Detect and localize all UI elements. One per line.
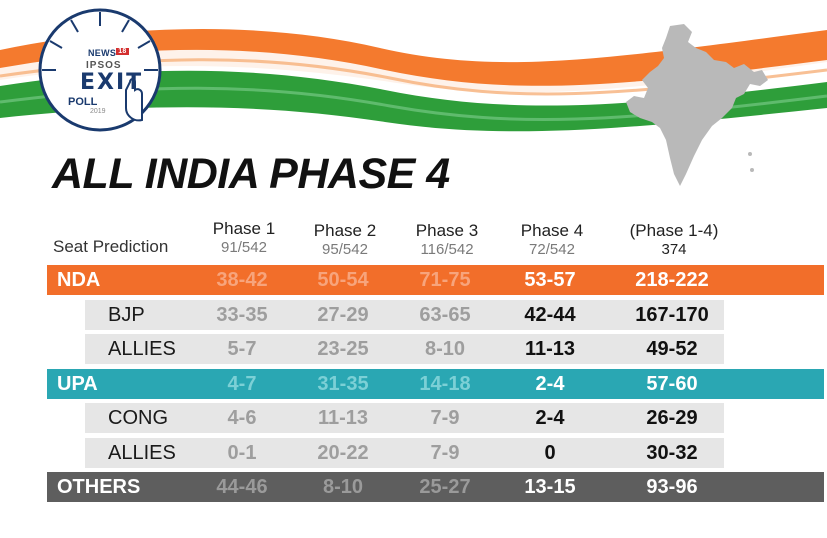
cell-phase-1: 44-46 bbox=[216, 476, 268, 498]
cell-total: 30-32 bbox=[646, 442, 698, 464]
cell-phase-1: 5-7 bbox=[227, 338, 257, 360]
cell-phase-2: 11-13 bbox=[317, 407, 369, 429]
cell-phase-2: 50-54 bbox=[317, 269, 369, 291]
table-row-upa-allies: ALLIES 0-1 20-22 7-9 0 30-32 bbox=[85, 438, 724, 468]
cell-phase-3: 7-9 bbox=[430, 407, 460, 429]
column-sub: 72/542 bbox=[529, 241, 575, 258]
column-name: Phase 3 bbox=[415, 221, 479, 240]
table-row-upa: UPA 4-7 31-35 14-18 2-4 57-60 bbox=[47, 369, 824, 399]
cell-phase-4: 0 bbox=[544, 442, 556, 464]
row-header-label: Seat Prediction bbox=[53, 237, 169, 256]
table-row-nda-allies: ALLIES 5-7 23-25 8-10 11-13 49-52 bbox=[85, 334, 724, 364]
column-header-phase-4: Phase 4 72/542 bbox=[500, 221, 604, 259]
column-name: Phase 2 bbox=[313, 221, 377, 240]
cell-phase-1: 4-6 bbox=[227, 407, 257, 429]
row-label: UPA bbox=[57, 373, 98, 395]
cell-total: 167-170 bbox=[635, 304, 709, 326]
ashoka-chakra-logo-icon bbox=[38, 8, 162, 132]
row-label: ALLIES bbox=[108, 338, 176, 360]
row-label: ALLIES bbox=[108, 442, 176, 464]
cell-phase-4: 53-57 bbox=[524, 269, 576, 291]
row-label: BJP bbox=[108, 304, 145, 326]
exit-word: EXIT bbox=[80, 70, 144, 95]
column-header-phase-3: Phase 3 116/542 bbox=[395, 221, 499, 259]
cell-phase-4: 11-13 bbox=[524, 338, 576, 360]
cell-phase-2: 27-29 bbox=[317, 304, 369, 326]
column-sub: 91/542 bbox=[221, 239, 267, 256]
cell-phase-1: 38-42 bbox=[216, 269, 268, 291]
table-row-cong: CONG 4-6 11-13 7-9 2-4 26-29 bbox=[85, 403, 724, 433]
cell-total: 49-52 bbox=[646, 338, 698, 360]
column-header-total: (Phase 1-4) 374 bbox=[622, 221, 726, 259]
row-label: NDA bbox=[57, 269, 101, 291]
cell-phase-3: 7-9 bbox=[430, 442, 460, 464]
column-header-phase-1: Phase 1 91/542 bbox=[192, 219, 296, 257]
column-header-phase-2: Phase 2 95/542 bbox=[293, 221, 397, 259]
cell-total: 218-222 bbox=[635, 269, 709, 291]
poll-year: 2019 bbox=[90, 108, 106, 115]
column-sub: 374 bbox=[661, 241, 687, 258]
cell-phase-4: 13-15 bbox=[524, 476, 576, 498]
column-sub: 95/542 bbox=[322, 241, 368, 258]
cell-phase-1: 33-35 bbox=[216, 304, 268, 326]
cell-phase-4: 2-4 bbox=[535, 407, 565, 429]
cell-phase-4: 2-4 bbox=[535, 373, 565, 395]
column-name: Phase 1 bbox=[212, 219, 276, 238]
cell-total: 26-29 bbox=[646, 407, 698, 429]
cell-phase-2: 8-10 bbox=[322, 476, 364, 498]
cell-phase-1: 4-7 bbox=[227, 373, 257, 395]
row-label: OTHERS bbox=[57, 476, 141, 498]
cell-phase-3: 63-65 bbox=[419, 304, 471, 326]
cell-phase-3: 14-18 bbox=[419, 373, 471, 395]
row-label: CONG bbox=[108, 407, 168, 429]
table-row-nda: NDA 38-42 50-54 71-75 53-57 218-222 bbox=[47, 265, 824, 295]
exit-poll-logo: NEWS 18 IPSOS EXIT POLL 2019 bbox=[34, 4, 166, 136]
india-map-icon bbox=[626, 24, 768, 186]
cell-total: 57-60 bbox=[646, 373, 698, 395]
cell-phase-4: 42-44 bbox=[524, 304, 576, 326]
cell-phase-1: 0-1 bbox=[227, 442, 257, 464]
tricolor-wave-banner bbox=[0, 29, 827, 132]
cell-phase-3: 71-75 bbox=[419, 269, 471, 291]
column-name: Phase 4 bbox=[520, 221, 584, 240]
cell-total: 93-96 bbox=[646, 476, 698, 498]
cell-phase-2: 20-22 bbox=[317, 442, 369, 464]
poll-word: POLL bbox=[68, 96, 98, 108]
cell-phase-2: 23-25 bbox=[317, 338, 369, 360]
table-row-bjp: BJP 33-35 27-29 63-65 42-44 167-170 bbox=[85, 300, 724, 330]
cell-phase-2: 31-35 bbox=[317, 373, 369, 395]
channel-brand: NEWS 18 bbox=[88, 48, 129, 58]
partner-name: IPSOS bbox=[86, 60, 122, 71]
cell-phase-3: 8-10 bbox=[424, 338, 466, 360]
cell-phase-3: 25-27 bbox=[419, 476, 471, 498]
column-name: (Phase 1-4) bbox=[629, 221, 719, 240]
column-sub: 116/542 bbox=[420, 241, 474, 258]
page-title: ALL INDIA PHASE 4 bbox=[52, 150, 450, 198]
table-row-others: OTHERS 44-46 8-10 25-27 13-15 93-96 bbox=[47, 472, 824, 502]
